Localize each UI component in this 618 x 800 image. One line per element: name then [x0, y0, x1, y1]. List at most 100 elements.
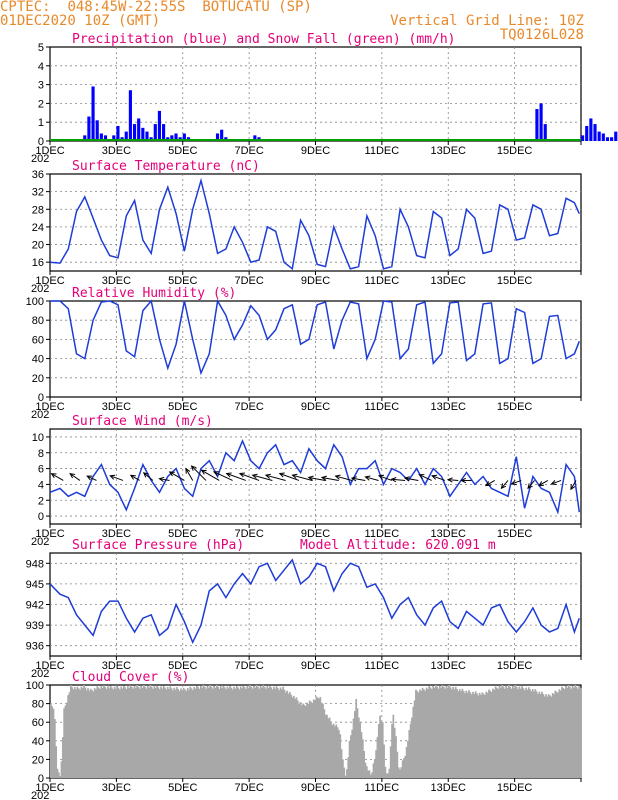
cloud-bar: [129, 685, 132, 778]
cloud-bar: [190, 688, 193, 778]
cloud-bar: [347, 757, 350, 778]
cloud-bar: [395, 736, 397, 778]
cloud-bar: [448, 685, 450, 778]
cloud-bar: [312, 699, 315, 778]
humidity-ytick-label: 80: [32, 315, 44, 327]
wind-vector: [185, 468, 194, 481]
cloud-bar: [466, 692, 469, 778]
humidity-title: Relative Humidity (%): [72, 286, 236, 301]
cloud-bar: [79, 689, 81, 778]
cloud-bar: [579, 687, 582, 778]
wind-vector: [110, 475, 124, 481]
humidity-xtick-label: 5DEC: [168, 401, 197, 413]
cloud-bar: [130, 686, 133, 778]
wind-vector: [448, 479, 459, 481]
precip-bar: [614, 131, 618, 141]
wind-vector-head: [484, 481, 491, 487]
cloud-bar: [265, 688, 267, 778]
cloud-bar: [432, 685, 435, 778]
temperature-ytick-label: 20: [32, 240, 44, 252]
cloud-bar: [226, 686, 229, 778]
wind-xtick-label: 15DEC: [497, 528, 533, 540]
cloud-bar: [445, 685, 448, 778]
cloud-bar: [480, 695, 482, 778]
precip-bar: [543, 124, 547, 141]
cloud-bar: [223, 687, 226, 778]
cloud-bar: [371, 772, 373, 778]
cloud-bar: [259, 685, 262, 778]
cloud-bar: [61, 737, 64, 778]
cloud-bar: [450, 689, 453, 778]
precip-bar: [91, 86, 95, 141]
cloud-bar: [221, 688, 223, 778]
cloud-bar: [176, 687, 178, 778]
cloud-bar: [389, 746, 392, 778]
cloud-bar: [577, 688, 579, 778]
cloud-bar: [571, 685, 574, 778]
cloud-bar: [396, 751, 399, 778]
header-run: 01DEC2020 10Z (GMT): [0, 13, 161, 29]
cloud-bar: [488, 689, 490, 778]
cloud-bar: [65, 702, 68, 778]
cloud-bar: [206, 685, 209, 778]
cloud-bar: [170, 688, 173, 778]
cloud-bar: [133, 685, 136, 778]
precip-bar: [610, 137, 614, 141]
precip-bar: [141, 127, 145, 141]
cloud-bar: [531, 688, 534, 778]
cloud-bar: [81, 688, 84, 778]
cloud-bar: [379, 715, 381, 778]
cloud-bar: [284, 692, 287, 778]
cloud-bar: [504, 688, 506, 778]
cloud-bar: [262, 685, 265, 778]
cloud-bar: [164, 687, 166, 778]
cloud-bar: [158, 689, 161, 778]
cloud-bar: [461, 688, 464, 778]
precip-title: Precipitation (blue) and Snow Fall (gree…: [72, 32, 456, 47]
cloud-bar: [136, 685, 139, 778]
cloud-bar: [453, 689, 456, 778]
cloud-bar: [365, 766, 368, 778]
cloud-bar: [381, 722, 384, 778]
cloud-bar: [180, 688, 182, 778]
humidity-xtick-label: 7DEC: [234, 401, 263, 413]
wind-vector: [335, 475, 353, 481]
cloud-bar: [320, 702, 323, 778]
cloud-bar: [100, 685, 103, 778]
cloud-bar: [570, 688, 573, 778]
cloud-bar: [327, 718, 330, 778]
wind-vector-head: [185, 467, 191, 474]
wind-vector: [265, 474, 286, 481]
cloud-bar: [197, 687, 200, 778]
cloud-bar: [416, 691, 419, 778]
wind-vector-head: [364, 475, 371, 481]
cloud-bar: [182, 687, 185, 778]
pressure-ytick-label: 948: [26, 558, 44, 570]
wind-vector-head: [537, 481, 545, 487]
cloud-bar: [408, 729, 411, 778]
cloud-bar: [184, 689, 186, 778]
cloud-bar: [318, 698, 320, 778]
cloud-bar: [112, 689, 115, 778]
cloud-bar: [498, 685, 501, 778]
wind-vector-head: [334, 474, 341, 480]
humidity-xtick-label: 1DEC: [35, 401, 64, 413]
cloud-bar: [278, 690, 281, 778]
wind-vector-head: [142, 472, 149, 478]
cloud-bar: [311, 702, 314, 778]
cloud-bar: [515, 687, 518, 778]
cloud-bar: [417, 692, 420, 778]
precip-bar: [87, 116, 91, 141]
cloud-bar: [510, 688, 513, 778]
cloud-bar: [403, 758, 405, 778]
cloud-bar: [72, 689, 75, 778]
wind-vector-head: [291, 473, 298, 479]
cloud-year-stub: 202: [31, 790, 49, 800]
temperature-title: Surface Temperature (nC): [72, 159, 260, 174]
cloud-bar: [413, 700, 416, 778]
precip-ytick-label: 5: [38, 42, 44, 54]
precip-bar: [153, 124, 157, 141]
wind-vector: [485, 480, 495, 486]
cloud-bar: [85, 690, 88, 778]
cloud-bar: [316, 697, 319, 778]
